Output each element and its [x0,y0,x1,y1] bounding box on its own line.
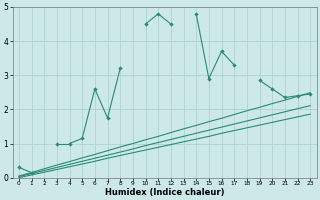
X-axis label: Humidex (Indice chaleur): Humidex (Indice chaleur) [105,188,224,197]
